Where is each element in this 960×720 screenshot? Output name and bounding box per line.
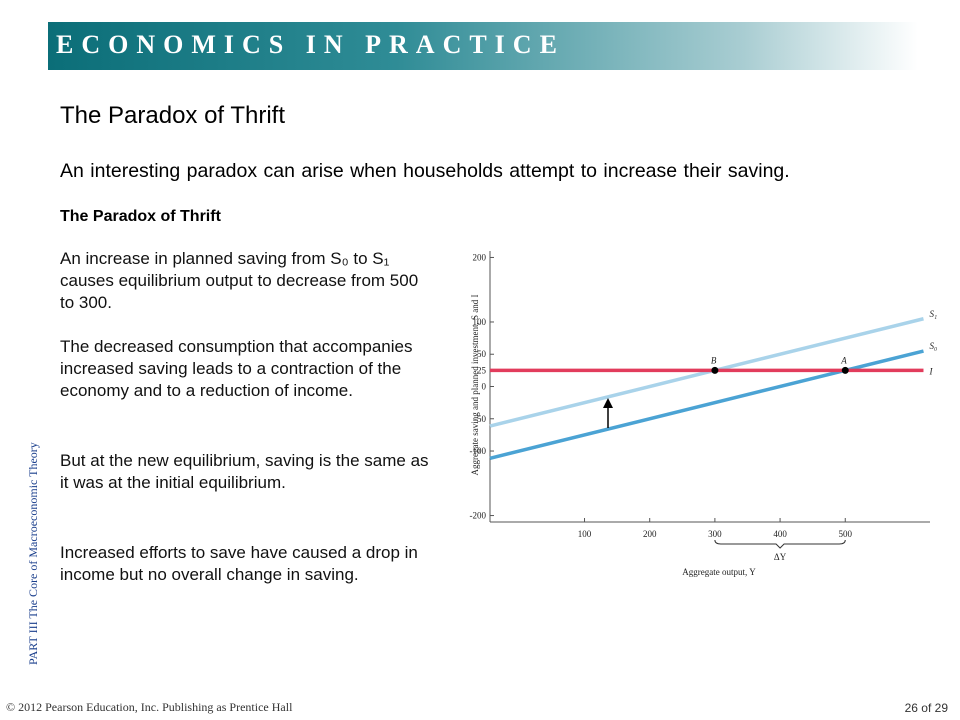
series-label: S₁ [929, 309, 937, 319]
paragraph: Increased efforts to save have caused a … [60, 543, 418, 584]
bracket-label: ΔY [774, 552, 787, 562]
y-tick-label: 25 [477, 365, 487, 375]
y-tick-label: -200 [470, 511, 487, 521]
figure-heading: The Paradox of Thrift [60, 208, 221, 225]
title: The Paradox of Thrift [60, 102, 285, 129]
banner: ECONOMICS IN PRACTICE [48, 22, 918, 70]
x-axis-label: Aggregate output, Y [682, 567, 756, 577]
y-tick-label: -100 [470, 446, 487, 456]
series-line [489, 317, 924, 428]
paragraph: But at the new equilibrium, saving is th… [60, 451, 429, 492]
copyright: © 2012 Pearson Education, Inc. Publishin… [6, 700, 293, 714]
series-line [489, 349, 924, 460]
point-label: A [840, 355, 847, 365]
equilibrium-point [711, 366, 719, 374]
x-tick-label: 400 [773, 529, 787, 539]
bracket [714, 539, 846, 549]
y-tick-label: -50 [474, 414, 486, 424]
page-number: 26 of 29 [904, 701, 948, 715]
paragraph: The decreased consumption that accompani… [60, 337, 413, 400]
y-tick-label: 100 [473, 317, 487, 327]
equilibrium-point [841, 366, 849, 374]
arrow-head [603, 398, 613, 408]
paragraph: An increase in planned saving from S₀ to… [60, 249, 419, 312]
series-label: S₀ [929, 341, 937, 351]
x-tick-label: 200 [643, 529, 657, 539]
y-tick-label: 200 [473, 252, 487, 262]
banner-text: ECONOMICS IN PRACTICE [56, 30, 565, 59]
x-tick-label: 300 [708, 529, 722, 539]
subtitle: An interesting paradox can arise when ho… [60, 160, 790, 182]
y-tick-label: 50 [477, 349, 487, 359]
x-tick-label: 500 [839, 529, 853, 539]
y-axis-label: Aggregate saving and planned investment,… [470, 295, 480, 476]
point-label: B [711, 355, 717, 365]
x-tick-label: 100 [578, 529, 592, 539]
y-tick-label: 0 [482, 382, 487, 392]
series-label: I [928, 366, 933, 376]
